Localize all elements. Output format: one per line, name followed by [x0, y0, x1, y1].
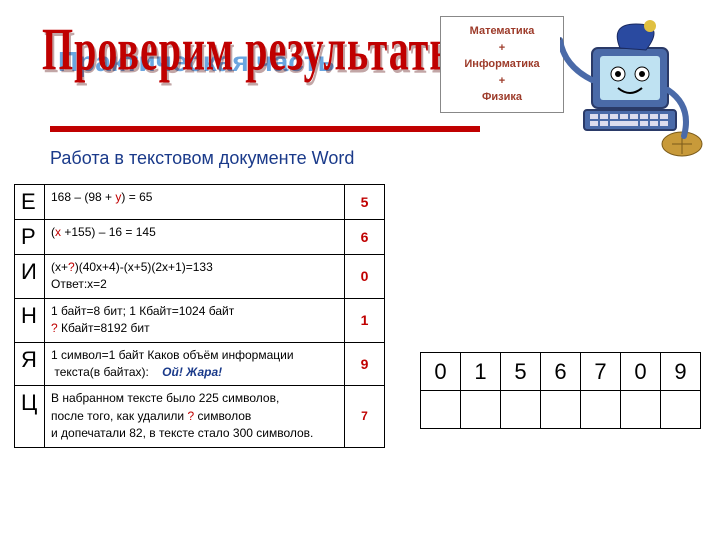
- computer-mascot-icon: [560, 10, 710, 170]
- table-row: ЦВ набранном тексте было 225 символов,по…: [15, 386, 385, 447]
- row-letter: Я: [15, 342, 45, 386]
- row-description: 1 символ=1 байт Каков объём информации т…: [45, 342, 345, 386]
- row-letter: Е: [15, 185, 45, 220]
- horizontal-rule: [50, 126, 480, 132]
- empty-cell: [501, 391, 541, 429]
- row-description: В набранном тексте было 225 символов,пос…: [45, 386, 345, 447]
- row-answer: 6: [345, 220, 385, 255]
- row-letter: Н: [15, 298, 45, 342]
- empty-cell: [581, 391, 621, 429]
- digit-cell: 0: [421, 353, 461, 391]
- digit-cell: 1: [461, 353, 501, 391]
- empty-cell: [421, 391, 461, 429]
- table-row: Я1 символ=1 байт Каков объём информации …: [15, 342, 385, 386]
- empty-cell: [621, 391, 661, 429]
- digit-cell: 0: [621, 353, 661, 391]
- digit-cell: 9: [661, 353, 701, 391]
- problems-table: Е168 – (98 + у) = 655Р(х +155) – 16 = 14…: [14, 184, 385, 448]
- row-answer: 1: [345, 298, 385, 342]
- row-description: 1 байт=8 бит; 1 Кбайт=1024 байт? Кбайт=8…: [45, 298, 345, 342]
- title-container: Проверим результаты!: [42, 14, 476, 61]
- digit-cell: 5: [501, 353, 541, 391]
- row-answer: 9: [345, 342, 385, 386]
- empty-cell: [661, 391, 701, 429]
- subject-line-1: Математика: [445, 23, 559, 40]
- row-description: (х+?)(40х+4)-(х+5)(2х+1)=133Ответ:х=2: [45, 255, 345, 299]
- row-answer: 7: [345, 386, 385, 447]
- table-row: И(х+?)(40х+4)-(х+5)(2х+1)=133Ответ:х=20: [15, 255, 385, 299]
- subtitle: Работа в текстовом документе Word: [50, 148, 354, 169]
- subject-plus-1: +: [445, 40, 559, 57]
- row-description: 168 – (98 + у) = 65: [45, 185, 345, 220]
- row-answer: 0: [345, 255, 385, 299]
- subjects-box: Математика + Информатика + Физика: [440, 16, 564, 113]
- subject-line-2: Информатика: [445, 56, 559, 73]
- table-row: Н1 байт=8 бит; 1 Кбайт=1024 байт? Кбайт=…: [15, 298, 385, 342]
- row-description: (х +155) – 16 = 145: [45, 220, 345, 255]
- main-title: Проверим результаты!: [42, 14, 476, 85]
- table-row: Р(х +155) – 16 = 1456: [15, 220, 385, 255]
- subject-plus-2: +: [445, 73, 559, 90]
- row-letter: Р: [15, 220, 45, 255]
- row-letter: Ц: [15, 386, 45, 447]
- empty-cell: [461, 391, 501, 429]
- row-answer: 5: [345, 185, 385, 220]
- digit-cell: 7: [581, 353, 621, 391]
- digit-cell: 6: [541, 353, 581, 391]
- digits-table: 0156709: [420, 352, 701, 429]
- empty-cell: [541, 391, 581, 429]
- row-letter: И: [15, 255, 45, 299]
- table-row: Е168 – (98 + у) = 655: [15, 185, 385, 220]
- subject-line-3: Физика: [445, 89, 559, 106]
